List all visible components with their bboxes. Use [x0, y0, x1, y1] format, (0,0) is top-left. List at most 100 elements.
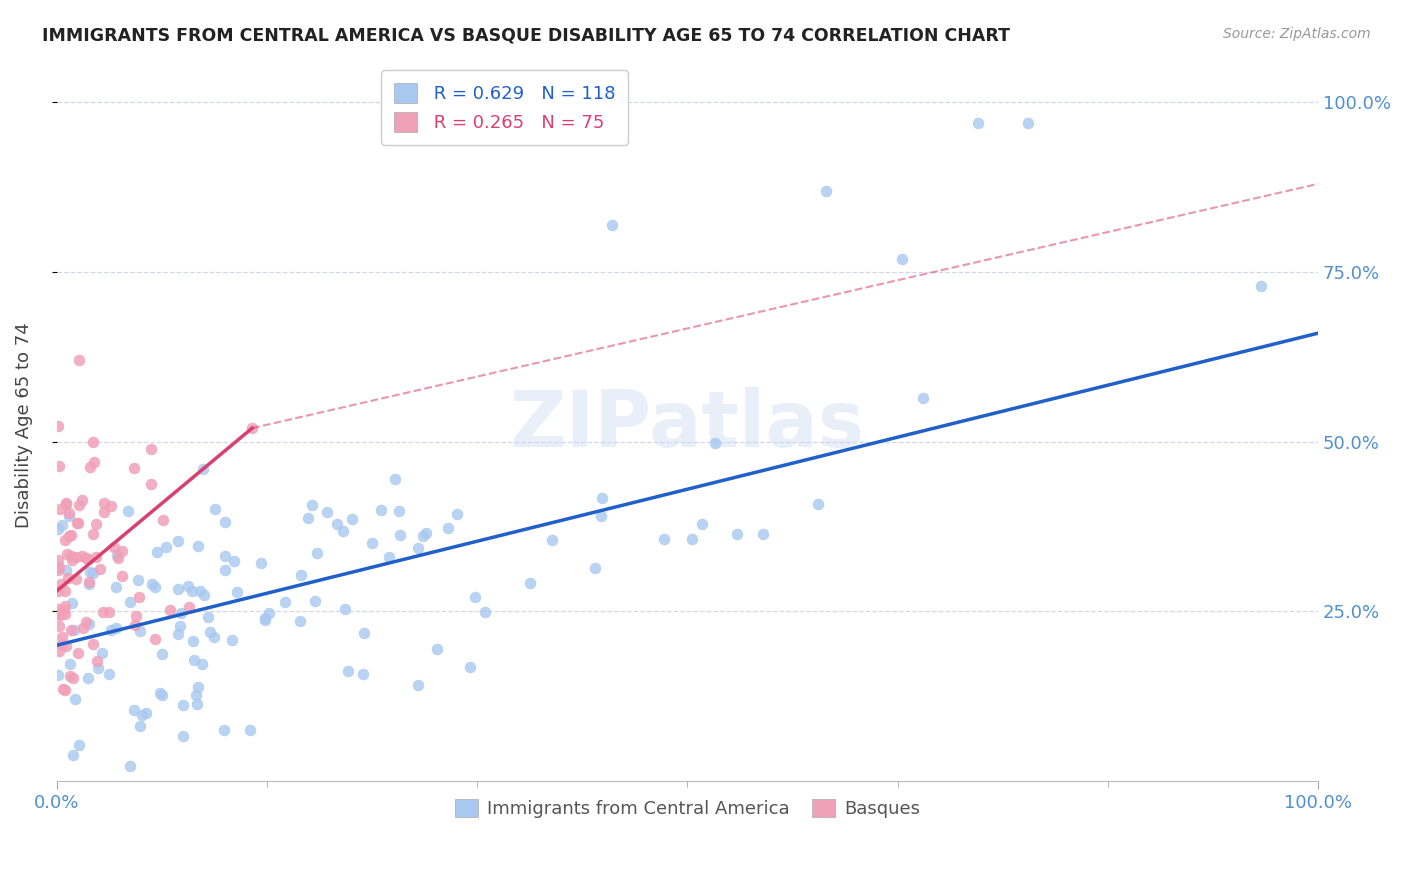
- Legend: Immigrants from Central America, Basques: Immigrants from Central America, Basques: [447, 791, 927, 825]
- Point: [48, 619, 70, 633]
- Point: [176, 579, 198, 593]
- Point: [53, 583, 76, 598]
- Point: [129, 624, 152, 638]
- Point: [82, 434, 104, 449]
- Point: [412, 529, 434, 543]
- Point: [48, 559, 70, 574]
- Point: [62, 671, 84, 685]
- Point: [105, 621, 128, 635]
- Point: [122, 703, 145, 717]
- Point: [65, 550, 87, 565]
- Point: [58, 657, 80, 671]
- Point: [167, 534, 190, 549]
- Point: [82, 527, 104, 541]
- Point: [49, 608, 72, 623]
- Point: [131, 707, 153, 722]
- Point: [59, 549, 82, 564]
- Point: [63, 692, 86, 706]
- Point: [51, 577, 73, 591]
- Point: [541, 533, 564, 548]
- Point: [79, 565, 101, 579]
- Point: [172, 698, 194, 712]
- Point: [370, 503, 392, 517]
- Point: [807, 497, 830, 511]
- Point: [186, 688, 208, 702]
- Point: [815, 184, 838, 198]
- Point: [519, 576, 541, 591]
- Point: [86, 654, 108, 668]
- Point: [159, 602, 181, 616]
- Point: [214, 564, 236, 578]
- Point: [51, 518, 73, 533]
- Point: [464, 591, 486, 605]
- Point: [290, 568, 312, 582]
- Point: [100, 500, 122, 514]
- Point: [446, 507, 468, 521]
- Point: [46, 522, 69, 536]
- Point: [53, 533, 76, 547]
- Point: [53, 682, 76, 697]
- Point: [86, 660, 108, 674]
- Point: [436, 521, 458, 535]
- Text: ZIPatlas: ZIPatlas: [510, 387, 865, 463]
- Point: [98, 605, 121, 619]
- Point: [167, 582, 190, 596]
- Point: [67, 498, 90, 512]
- Point: [51, 636, 73, 650]
- Point: [46, 602, 69, 616]
- Point: [408, 678, 430, 692]
- Point: [239, 723, 262, 737]
- Point: [48, 607, 70, 621]
- Point: [118, 595, 141, 609]
- Point: [193, 588, 215, 602]
- Point: [191, 657, 214, 672]
- Y-axis label: Disability Age 65 to 74: Disability Age 65 to 74: [15, 322, 32, 528]
- Point: [146, 544, 169, 558]
- Point: [135, 706, 157, 720]
- Point: [966, 116, 988, 130]
- Point: [77, 577, 100, 591]
- Point: [591, 491, 613, 505]
- Point: [353, 626, 375, 640]
- Point: [727, 527, 749, 541]
- Point: [890, 252, 912, 266]
- Point: [76, 671, 98, 685]
- Point: [117, 504, 139, 518]
- Point: [152, 513, 174, 527]
- Point: [474, 605, 496, 619]
- Point: [197, 610, 219, 624]
- Point: [66, 516, 89, 530]
- Point: [387, 504, 409, 518]
- Point: [342, 511, 364, 525]
- Point: [337, 664, 360, 678]
- Point: [222, 554, 245, 568]
- Point: [188, 583, 211, 598]
- Point: [177, 599, 200, 614]
- Point: [59, 669, 82, 683]
- Point: [183, 653, 205, 667]
- Point: [274, 595, 297, 609]
- Point: [56, 571, 79, 585]
- Point: [107, 551, 129, 566]
- Point: [187, 539, 209, 553]
- Point: [65, 572, 87, 586]
- Point: [58, 508, 80, 523]
- Point: [240, 421, 263, 435]
- Point: [384, 472, 406, 486]
- Point: [600, 218, 623, 232]
- Point: [583, 561, 606, 575]
- Point: [84, 517, 107, 532]
- Point: [60, 552, 83, 566]
- Point: [332, 524, 354, 538]
- Point: [426, 642, 449, 657]
- Point: [62, 748, 84, 763]
- Point: [172, 729, 194, 743]
- Point: [120, 759, 142, 773]
- Point: [155, 540, 177, 554]
- Point: [58, 529, 80, 543]
- Point: [257, 606, 280, 620]
- Point: [187, 681, 209, 695]
- Point: [111, 544, 134, 558]
- Point: [692, 517, 714, 532]
- Point: [415, 526, 437, 541]
